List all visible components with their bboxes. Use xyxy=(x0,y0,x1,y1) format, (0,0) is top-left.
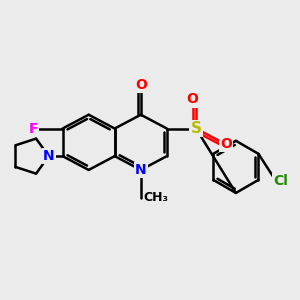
Text: CH₃: CH₃ xyxy=(144,191,169,204)
Text: F: F xyxy=(29,122,38,136)
Text: N: N xyxy=(135,163,147,177)
Text: S: S xyxy=(190,121,202,136)
Text: N: N xyxy=(43,149,55,163)
Text: O: O xyxy=(186,92,198,106)
Text: Cl: Cl xyxy=(273,174,288,188)
Text: O: O xyxy=(135,78,147,92)
Text: O: O xyxy=(220,137,232,151)
